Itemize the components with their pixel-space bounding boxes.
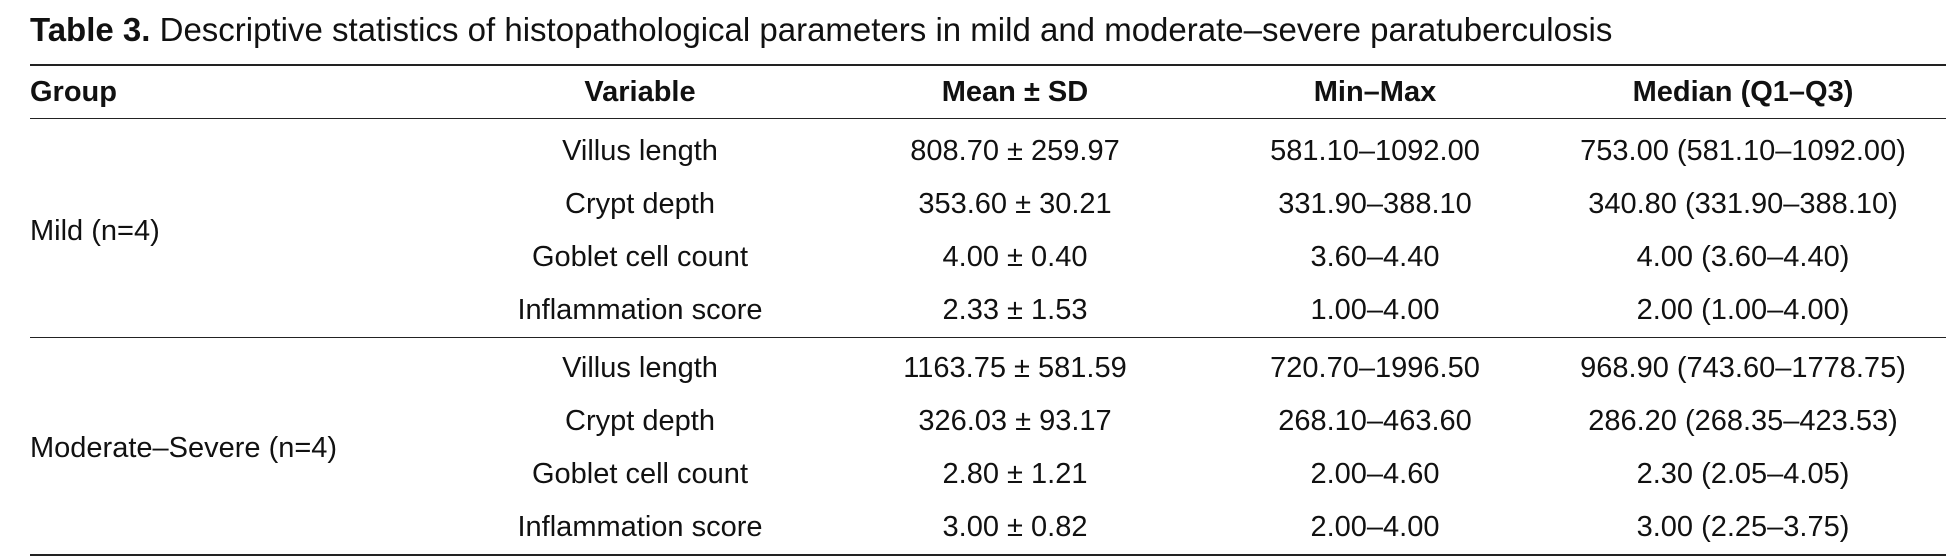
variable-cell: Inflammation score <box>517 511 763 543</box>
min-max-cell: 331.90–388.10 <box>1278 188 1472 220</box>
min-max-cell: 720.70–1996.50 <box>1270 352 1480 384</box>
variable-cell: Crypt depth <box>565 405 715 437</box>
table-row: Goblet cell count 2.80 ± 1.21 2.00–4.60 … <box>30 448 1946 501</box>
min-max-cell: 268.10–463.60 <box>1278 405 1472 437</box>
group-label-mild: Mild (n=4) <box>30 214 160 247</box>
header-min-max: Min–Max <box>1313 75 1437 108</box>
mean-sd-cell: 2.80 ± 1.21 <box>942 458 1088 490</box>
median-cell: 968.90 (743.60–1778.75) <box>1580 352 1906 384</box>
table-caption-text: Descriptive statistics of histopathologi… <box>150 11 1613 48</box>
table-caption-label: Table 3. <box>30 11 151 48</box>
mean-sd-cell: 353.60 ± 30.21 <box>918 188 1112 220</box>
variable-cell: Villus length <box>562 352 718 384</box>
mean-sd-cell: 4.00 ± 0.40 <box>942 241 1088 273</box>
table-row: Crypt depth 326.03 ± 93.17 268.10–463.60… <box>30 395 1946 448</box>
variable-cell: Inflammation score <box>517 294 763 326</box>
table-row: Moderate–Severe (n=4) Villus length 1163… <box>30 338 1946 464</box>
mean-sd-cell: 2.33 ± 1.53 <box>942 294 1088 326</box>
median-cell: 4.00 (3.60–4.40) <box>1636 241 1850 273</box>
statistics-table: Group Variable Mean ± SD Min–Max Median … <box>30 64 1946 556</box>
median-cell: 3.00 (2.25–3.75) <box>1636 511 1850 543</box>
median-cell: 340.80 (331.90–388.10) <box>1588 188 1898 220</box>
median-cell: 753.00 (581.10–1092.00) <box>1580 135 1906 167</box>
table-row: Inflammation score 2.33 ± 1.53 1.00–4.00… <box>30 284 1946 338</box>
mean-sd-cell: 1163.75 ± 581.59 <box>903 352 1127 384</box>
header-median: Median (Q1–Q3) <box>1632 75 1854 108</box>
variable-cell: Goblet cell count <box>531 458 748 490</box>
header-mean-sd: Mean ± SD <box>941 75 1089 108</box>
group-mild: Mild (n=4) Villus length 808.70 ± 259.97… <box>30 119 1946 338</box>
group-moderate-severe: Moderate–Severe (n=4) Villus length 1163… <box>30 338 1946 555</box>
variable-cell: Villus length <box>562 135 718 167</box>
median-cell: 286.20 (268.35–423.53) <box>1588 405 1898 437</box>
variable-cell: Crypt depth <box>565 188 715 220</box>
table-row: Mild (n=4) Villus length 808.70 ± 259.97… <box>30 119 1946 247</box>
min-max-cell: 3.60–4.40 <box>1310 241 1440 273</box>
header-row: Group Variable Mean ± SD Min–Max Median … <box>30 65 1946 119</box>
min-max-cell: 1.00–4.00 <box>1310 294 1440 326</box>
min-max-cell: 2.00–4.00 <box>1310 511 1440 543</box>
header-variable: Variable <box>584 75 696 108</box>
variable-cell: Goblet cell count <box>531 241 748 273</box>
group-label-moderate-severe: Moderate–Severe (n=4) <box>30 431 338 464</box>
table-row: Crypt depth 353.60 ± 30.21 331.90–388.10… <box>30 178 1946 231</box>
min-max-cell: 2.00–4.60 <box>1310 458 1440 490</box>
table-caption: Table 3. Descriptive statistics of histo… <box>30 10 1612 50</box>
mean-sd-cell: 326.03 ± 93.17 <box>918 405 1112 437</box>
table-header: Group Variable Mean ± SD Min–Max Median … <box>30 65 1946 119</box>
median-cell: 2.00 (1.00–4.00) <box>1636 294 1850 326</box>
table-row: Goblet cell count 4.00 ± 0.40 3.60–4.40 … <box>30 231 1946 284</box>
mean-sd-cell: 3.00 ± 0.82 <box>942 511 1088 543</box>
table-row: Inflammation score 3.00 ± 0.82 2.00–4.00… <box>30 501 1946 555</box>
mean-sd-cell: 808.70 ± 259.97 <box>910 135 1120 167</box>
median-cell: 2.30 (2.05–4.05) <box>1636 458 1850 490</box>
header-group: Group <box>30 75 117 108</box>
min-max-cell: 581.10–1092.00 <box>1270 135 1480 167</box>
